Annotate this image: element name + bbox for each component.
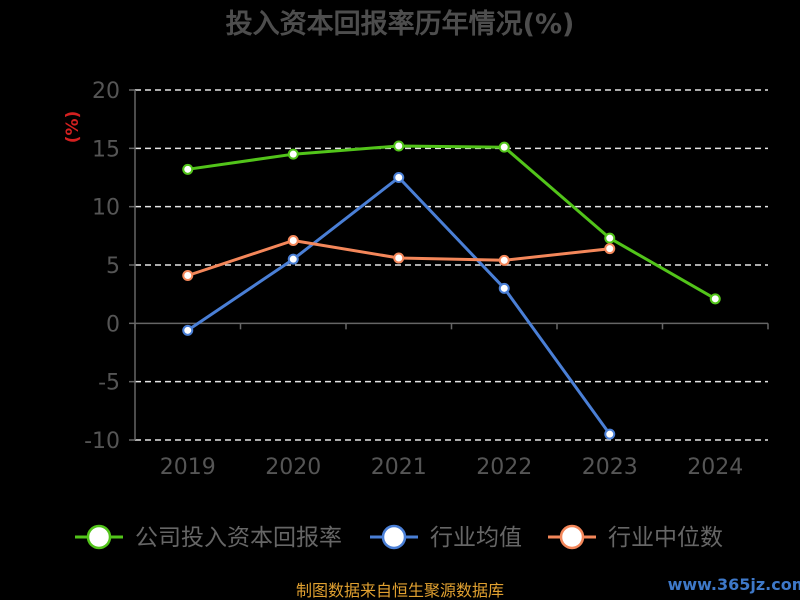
legend: 公司投入资本回报率 行业均值 行业中位数 (75, 524, 723, 551)
series-line (187, 144, 717, 301)
legend-item: 行业均值 (370, 524, 522, 551)
data-point (498, 141, 510, 153)
y-tick-label: 20 (92, 79, 120, 104)
data-point (182, 324, 194, 336)
legend-label: 行业均值 (430, 525, 522, 551)
data-point (393, 140, 405, 152)
data-point (393, 172, 405, 183)
y-tick-label: 0 (106, 312, 120, 337)
series-2 (182, 172, 616, 440)
data-point (393, 252, 405, 264)
axes (129, 89, 769, 441)
legend-marker (86, 524, 112, 550)
data-point (287, 148, 299, 160)
data-point (182, 163, 194, 175)
x-tick-labels: 2019 2020 2021 2022 2023 2024 (160, 455, 744, 480)
chart-title: 投入资本回报率历年情况(%) (226, 8, 575, 40)
legend-item: 公司投入资本回报率 (75, 524, 342, 551)
x-tick-label: 2019 (160, 455, 216, 480)
y-axis-label: (%) (63, 111, 83, 144)
legend-marker (559, 524, 585, 550)
legend-label: 公司投入资本回报率 (135, 525, 342, 551)
data-point (287, 253, 299, 265)
y-tick-label: 15 (92, 137, 120, 162)
y-tick-labels: 20 15 10 5 0 -5 -10 (84, 79, 120, 454)
data-point (604, 243, 616, 255)
watermark: www.365jz.com (668, 575, 800, 594)
series-3 (182, 235, 616, 281)
y-tick-label: 5 (106, 254, 120, 279)
x-tick-label: 2022 (476, 455, 532, 480)
y-tick-label: 10 (92, 196, 120, 221)
x-tick-label: 2020 (265, 455, 321, 480)
y-tick-label: -5 (98, 371, 120, 396)
series-1 (182, 140, 721, 305)
x-tick-label: 2023 (582, 455, 638, 480)
data-point (287, 235, 299, 246)
data-point (604, 428, 616, 440)
source-note: 制图数据来自恒生聚源数据库 (296, 581, 504, 600)
legend-item: 行业中位数 (548, 524, 723, 551)
y-tick-label: -10 (84, 429, 120, 454)
x-tick-label: 2024 (687, 455, 743, 480)
series-group (182, 140, 721, 440)
data-point (498, 254, 510, 266)
data-point (498, 282, 510, 294)
series-line (186, 176, 612, 436)
data-point (604, 232, 616, 244)
legend-label: 行业中位数 (608, 525, 723, 551)
grid-lines (135, 89, 768, 441)
x-tick-label: 2021 (371, 455, 427, 480)
legend-marker (381, 524, 407, 550)
data-point (709, 293, 721, 305)
data-point (182, 270, 194, 281)
